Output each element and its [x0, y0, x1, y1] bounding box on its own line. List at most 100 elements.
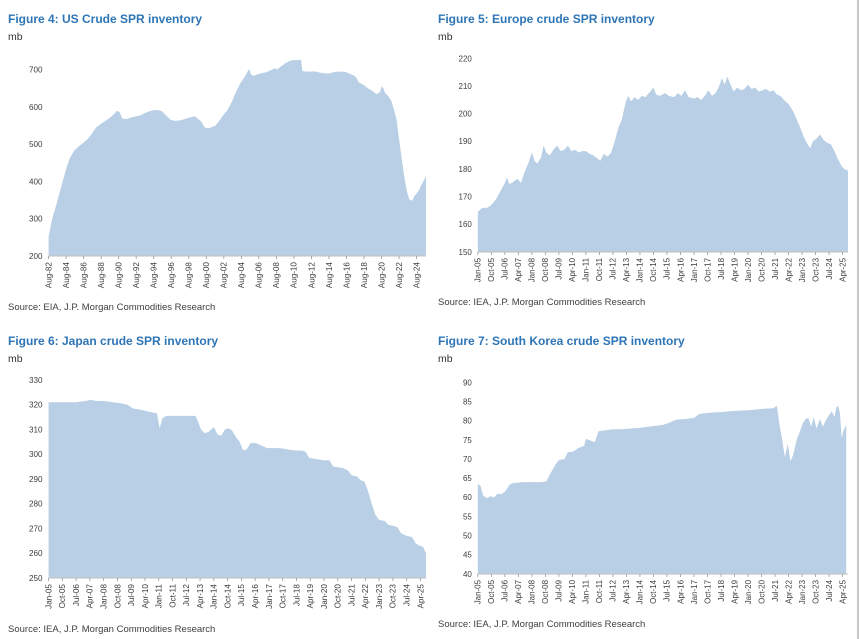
svg-text:Aug-14: Aug-14 — [325, 262, 334, 289]
svg-text:210: 210 — [459, 82, 473, 91]
svg-text:500: 500 — [29, 140, 43, 149]
svg-text:Apr-13: Apr-13 — [196, 584, 205, 609]
svg-text:Jul-24: Jul-24 — [825, 257, 834, 279]
svg-text:Apr-16: Apr-16 — [676, 257, 685, 281]
svg-text:45: 45 — [463, 551, 472, 560]
svg-text:Jan-08: Jan-08 — [528, 579, 537, 604]
svg-text:Oct-17: Oct-17 — [279, 584, 288, 609]
figure-5-panel: Figure 5: Europe crude SPR inventory mb … — [438, 6, 852, 309]
svg-text:Jan-20: Jan-20 — [744, 579, 753, 604]
svg-text:Jan-17: Jan-17 — [690, 579, 699, 604]
svg-text:Jul-21: Jul-21 — [771, 579, 780, 601]
svg-text:Oct-08: Oct-08 — [541, 579, 550, 603]
figure-6-title: Figure 6: Japan crude SPR inventory — [8, 334, 219, 348]
svg-text:Oct-11: Oct-11 — [595, 579, 604, 603]
svg-text:Apr-07: Apr-07 — [514, 579, 523, 603]
svg-text:250: 250 — [29, 574, 43, 583]
svg-text:Jul-18: Jul-18 — [717, 579, 726, 601]
svg-text:200: 200 — [29, 252, 43, 261]
svg-text:Apr-10: Apr-10 — [568, 579, 577, 603]
svg-text:Jan-14: Jan-14 — [210, 584, 219, 609]
figure-4-source: Source: EIA, J.P. Morgan Commodities Res… — [8, 301, 216, 313]
figure-7-title: Figure 7: South Korea crude SPR inventor… — [438, 334, 685, 348]
figure-5-title: Figure 5: Europe crude SPR inventory — [438, 12, 655, 26]
svg-text:70: 70 — [463, 455, 472, 464]
figure-4-panel: Figure 4: US Crude SPR inventory mb 200 3… — [8, 6, 430, 314]
svg-text:Aug-22: Aug-22 — [395, 262, 404, 289]
figure-6-unit-label: mb — [8, 353, 23, 365]
svg-text:Jan-23: Jan-23 — [798, 579, 807, 604]
svg-text:Apr-19: Apr-19 — [306, 584, 315, 609]
svg-text:Aug-00: Aug-00 — [202, 262, 211, 289]
svg-text:600: 600 — [29, 103, 43, 112]
svg-text:Apr-25: Apr-25 — [416, 584, 425, 609]
svg-text:Aug-82: Aug-82 — [44, 262, 53, 289]
svg-text:Oct-14: Oct-14 — [223, 584, 232, 609]
svg-text:60: 60 — [463, 493, 472, 502]
svg-text:Oct-17: Oct-17 — [703, 257, 712, 281]
svg-text:Oct-05: Oct-05 — [487, 257, 496, 281]
svg-text:Oct-23: Oct-23 — [811, 257, 820, 281]
svg-text:Aug-12: Aug-12 — [307, 262, 316, 289]
svg-text:Apr-13: Apr-13 — [622, 579, 631, 603]
svg-text:Jul-15: Jul-15 — [237, 584, 246, 607]
svg-text:Apr-13: Apr-13 — [622, 257, 631, 281]
svg-text:Jan-17: Jan-17 — [265, 584, 274, 609]
svg-text:Aug-84: Aug-84 — [62, 262, 71, 289]
page-right-edge-rule — [857, 0, 859, 639]
svg-text:Jan-20: Jan-20 — [320, 584, 329, 609]
svg-text:Aug-98: Aug-98 — [185, 262, 194, 289]
svg-text:Apr-07: Apr-07 — [514, 257, 523, 281]
svg-text:Jan-08: Jan-08 — [528, 257, 537, 282]
svg-text:50: 50 — [463, 532, 472, 541]
svg-text:Apr-25: Apr-25 — [838, 579, 847, 603]
svg-text:Jan-14: Jan-14 — [636, 257, 645, 282]
svg-text:Oct-20: Oct-20 — [334, 584, 343, 609]
figure-4-title: Figure 4: US Crude SPR inventory — [8, 12, 203, 26]
svg-text:Apr-07: Apr-07 — [86, 584, 95, 609]
svg-text:80: 80 — [463, 417, 472, 426]
svg-text:Apr-19: Apr-19 — [730, 257, 739, 281]
japan-crude-spr-area-chart: 250 260 270 280 290 300 310 320 330 Jan-05 Oct-05 J… — [29, 376, 426, 609]
us-crude-spr-area-chart: 200 300 400 500 600 700 Aug-82 Aug-84 Aug-86 Aug-… — [29, 59, 426, 289]
svg-text:Jan-11: Jan-11 — [582, 257, 591, 281]
svg-text:330: 330 — [29, 376, 43, 385]
svg-text:700: 700 — [29, 66, 43, 75]
figure-6-source: Source: IEA, J.P. Morgan Commodities Res… — [8, 623, 216, 635]
svg-text:85: 85 — [463, 398, 472, 407]
south-korea-crude-spr-area-chart: 40 45 50 55 60 65 70 75 80 85 90 Jan-05 Oct-05 Jul-06… — [463, 378, 849, 604]
svg-text:Jan-08: Jan-08 — [100, 584, 109, 609]
svg-text:180: 180 — [459, 165, 473, 174]
svg-text:Apr-22: Apr-22 — [361, 584, 370, 609]
svg-text:Aug-10: Aug-10 — [290, 262, 299, 289]
svg-text:Jan-14: Jan-14 — [636, 579, 645, 604]
figure-7-unit-label: mb — [438, 353, 453, 365]
svg-text:Jul-06: Jul-06 — [501, 257, 510, 279]
svg-text:Aug-88: Aug-88 — [97, 262, 106, 289]
figure-7-panel: Figure 7: South Korea crude SPR inventor… — [438, 328, 852, 631]
svg-text:75: 75 — [463, 436, 472, 445]
svg-text:Aug-94: Aug-94 — [150, 262, 159, 289]
svg-text:Oct-17: Oct-17 — [703, 579, 712, 603]
svg-text:Apr-25: Apr-25 — [838, 257, 847, 281]
svg-text:220: 220 — [459, 54, 473, 63]
svg-text:Aug-96: Aug-96 — [167, 262, 176, 289]
svg-text:Jul-06: Jul-06 — [501, 579, 510, 601]
svg-text:Oct-23: Oct-23 — [811, 579, 820, 603]
svg-text:Jul-12: Jul-12 — [609, 579, 618, 601]
svg-text:Jan-11: Jan-11 — [582, 579, 591, 603]
svg-text:Aug-04: Aug-04 — [237, 262, 246, 289]
svg-text:Jul-15: Jul-15 — [663, 257, 672, 279]
svg-text:Oct-14: Oct-14 — [649, 579, 658, 603]
svg-text:Jul-15: Jul-15 — [663, 579, 672, 601]
figure-7-source: Source: IEA, J.P. Morgan Commodities Res… — [438, 618, 646, 630]
svg-text:55: 55 — [463, 512, 472, 521]
svg-text:Jan-17: Jan-17 — [690, 257, 699, 282]
svg-text:Jul-12: Jul-12 — [609, 257, 618, 279]
svg-text:Oct-08: Oct-08 — [113, 584, 122, 609]
svg-text:Jul-06: Jul-06 — [72, 584, 81, 607]
svg-text:280: 280 — [29, 500, 43, 509]
svg-text:290: 290 — [29, 475, 43, 484]
svg-text:90: 90 — [463, 378, 472, 387]
svg-text:Jan-23: Jan-23 — [375, 584, 384, 609]
